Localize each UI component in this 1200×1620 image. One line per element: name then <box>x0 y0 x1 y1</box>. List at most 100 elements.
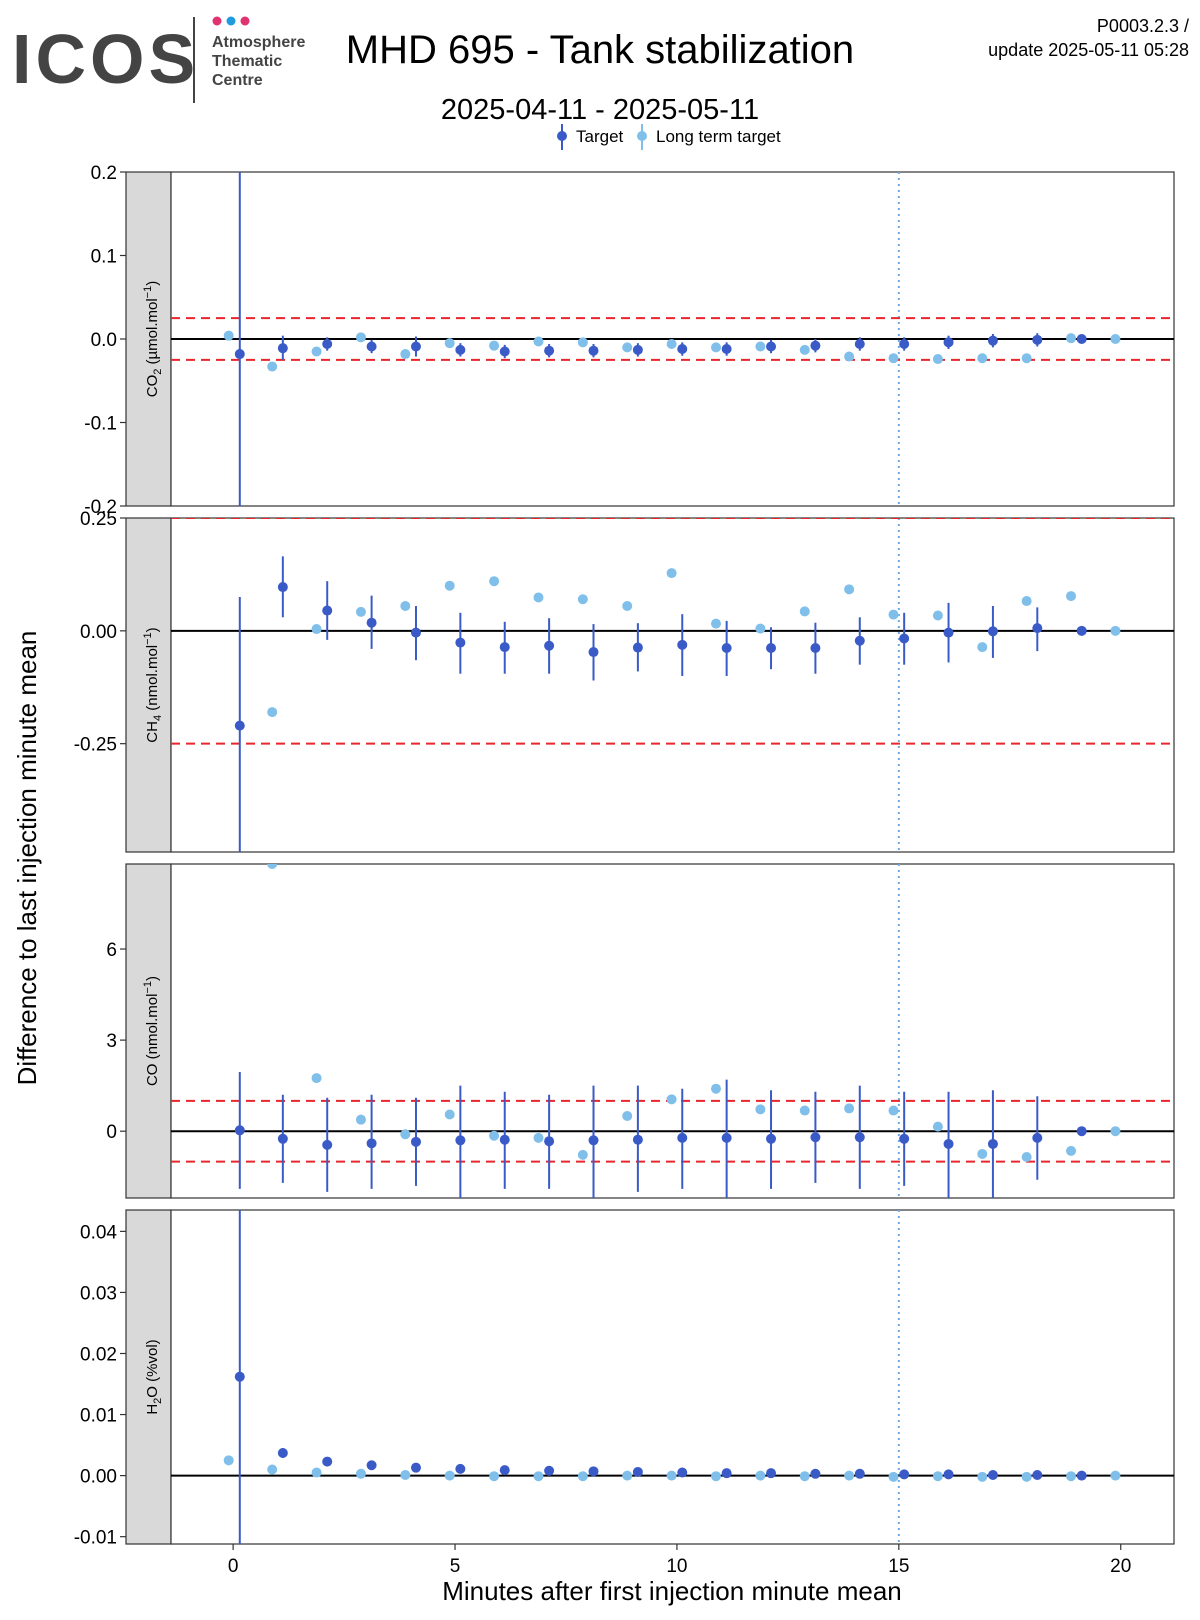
x-axis-title: Minutes after first injection minute mea… <box>442 1576 902 1606</box>
long-term-target-point <box>355 1468 366 1479</box>
long-term-target-point <box>932 1121 943 1132</box>
long-term-target-point <box>977 1148 988 1159</box>
target-point <box>234 1371 245 1382</box>
target-point <box>987 1138 998 1149</box>
y-tick-label: 0.04 <box>80 1222 117 1243</box>
long-term-target-point <box>311 346 322 357</box>
long-term-target-point <box>355 332 366 343</box>
long-term-target-point <box>400 1470 411 1481</box>
target-point <box>677 1132 688 1143</box>
target-point <box>854 339 865 350</box>
target-point <box>499 1465 510 1476</box>
long-term-target-point <box>977 1471 988 1482</box>
long-term-target-point <box>489 1130 500 1141</box>
long-term-target-point <box>533 1132 544 1143</box>
target-point <box>366 617 377 628</box>
long-term-target-point <box>577 1471 588 1482</box>
legend-target-label: Target <box>576 127 624 146</box>
target-point <box>1032 334 1043 345</box>
long-term-target-point <box>577 337 588 348</box>
legend: Target Long term target <box>557 124 781 150</box>
target-point <box>544 1136 555 1147</box>
y-tick-label: 0 <box>106 1122 117 1143</box>
y-tick-label: 0.03 <box>80 1283 117 1304</box>
plot-area-co <box>171 864 1174 1198</box>
target-point <box>987 1470 998 1481</box>
target-point <box>234 720 245 731</box>
target-point <box>766 1468 777 1479</box>
logo-wordmark: ICOS <box>12 20 199 98</box>
target-point <box>943 1138 954 1149</box>
strip-label-co: CO (nmol.mol−1) <box>142 976 161 1086</box>
target-point <box>721 344 732 355</box>
panel-co: 0 3 6 <box>106 863 1175 1199</box>
panel-co2: -0.2 -0.1 0.0 0.1 0.2 <box>84 163 1175 518</box>
long-term-target-point <box>799 1105 810 1116</box>
target-point <box>499 346 510 357</box>
plot-area-h2o <box>171 1210 1174 1544</box>
long-term-target-point <box>1066 1145 1077 1156</box>
long-term-target-point <box>932 354 943 365</box>
target-point <box>943 627 954 638</box>
long-term-target-point <box>444 338 455 349</box>
long-term-target-point <box>355 1114 366 1125</box>
long-term-target-point <box>311 1073 322 1084</box>
long-term-target-point <box>622 601 633 612</box>
long-term-target-point <box>1110 1470 1121 1481</box>
target-point <box>234 1125 245 1136</box>
long-term-target-point <box>888 353 899 364</box>
version-label: P0003.2.3 / <box>1097 16 1189 36</box>
long-term-target-point <box>267 361 278 372</box>
long-term-target-point <box>1110 334 1121 344</box>
long-term-target-point <box>932 1471 943 1482</box>
legend-long-term-label: Long term target <box>656 127 781 146</box>
logo-sub-3: Centre <box>212 72 263 89</box>
panel-h2o: -0.01 0.00 0.01 0.02 0.03 0.04 <box>74 1209 1175 1549</box>
long-term-target-point <box>444 1109 455 1120</box>
y-tick-label: 6 <box>106 940 117 961</box>
target-point <box>899 1133 910 1144</box>
target-point <box>499 642 510 653</box>
target-point <box>1076 1470 1087 1481</box>
long-term-target-point <box>755 1470 766 1481</box>
update-label: update 2025-05-11 05:28 <box>988 40 1189 60</box>
long-term-target-point <box>1021 1152 1032 1163</box>
target-point <box>366 341 377 352</box>
long-term-target-point <box>710 1083 721 1094</box>
long-term-target-point <box>533 1471 544 1482</box>
long-term-target-point <box>710 618 721 629</box>
target-point <box>366 1460 377 1471</box>
target-point <box>1076 1126 1087 1137</box>
x-axis: 0 5 10 15 20 <box>228 1544 1131 1577</box>
icos-logo: ICOS Atmosphere Thematic Centre <box>12 16 305 103</box>
target-point <box>632 1134 643 1145</box>
target-point <box>410 341 421 352</box>
target-point <box>632 642 643 653</box>
target-point <box>854 635 865 646</box>
long-term-target-point <box>977 353 988 364</box>
target-point <box>854 1132 865 1143</box>
y-tick-label: -0.2 <box>84 497 117 518</box>
long-term-target-point <box>533 592 544 603</box>
x-tick-label: 20 <box>1110 1556 1131 1577</box>
long-term-target-point <box>755 341 766 352</box>
target-point <box>322 605 333 616</box>
long-term-target-point <box>1021 353 1032 364</box>
target-point <box>588 647 599 658</box>
long-term-target-point <box>977 642 988 653</box>
target-point <box>987 335 998 346</box>
strip-label-co2: CO2 (µmol.mol−1) <box>142 281 164 397</box>
target-point <box>277 343 288 354</box>
long-term-target-point <box>355 606 366 617</box>
target-point <box>766 341 777 352</box>
target-point <box>677 639 688 650</box>
strip-label-ch4: CH4 (nmol.mol−1) <box>142 627 164 742</box>
logo-dot-icon <box>240 16 250 26</box>
panel-frame-h2o <box>170 1209 1175 1545</box>
chart-title: MHD 695 - Tank stabilization <box>346 28 854 72</box>
target-point <box>854 1468 865 1479</box>
long-term-target-point <box>1066 333 1077 344</box>
target-point <box>455 344 466 355</box>
y-tick-label: 3 <box>106 1031 117 1052</box>
long-term-target-point <box>1066 591 1077 602</box>
